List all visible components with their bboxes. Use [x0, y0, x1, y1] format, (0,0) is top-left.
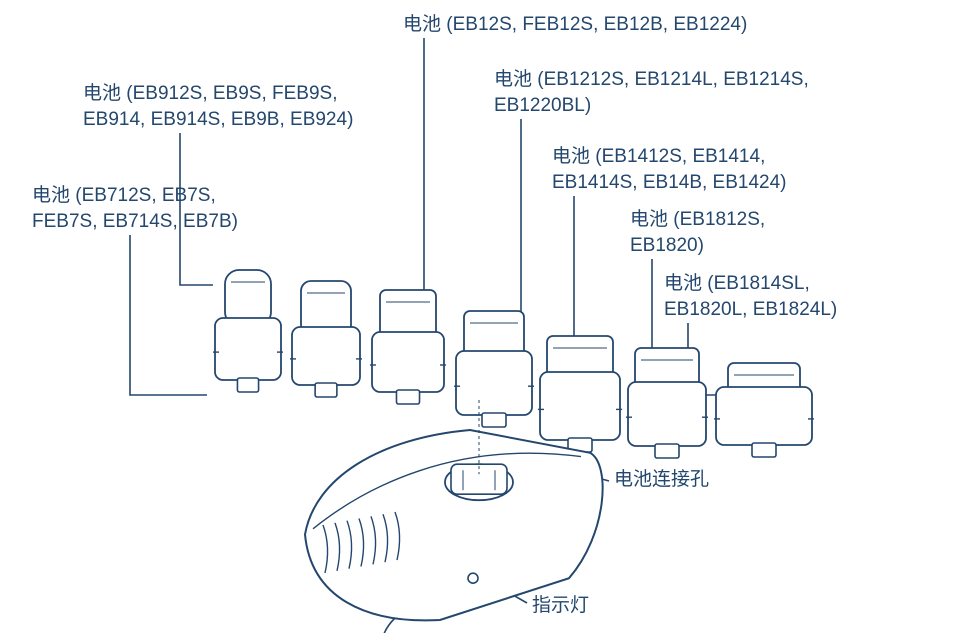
diagram-svg [0, 0, 976, 633]
